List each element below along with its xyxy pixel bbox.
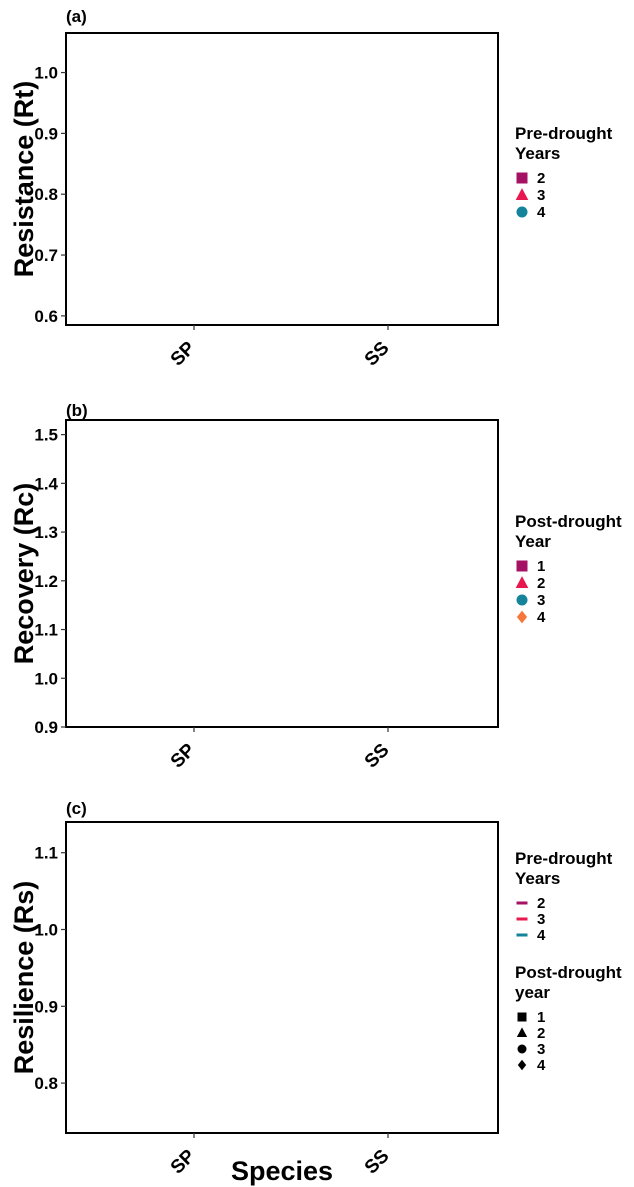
- legend-title: Post-drought: [515, 512, 622, 531]
- plot-frame: [65, 419, 499, 728]
- y-tick-label: 1.3: [34, 523, 58, 542]
- legend-key-triangle: [516, 1027, 528, 1038]
- legend-title: Years: [515, 869, 560, 888]
- legend-key-diamond: [517, 1059, 527, 1071]
- legend-label: 1: [537, 1009, 545, 1026]
- panel-b-recovery: 0.9 1.0 1.1 1.2 1.3 1.4 1.5 SP SS Recovery (Rc) (b…: [9, 401, 622, 772]
- legend-key-triangle: [515, 576, 529, 588]
- x-axis-label: Species: [231, 1156, 333, 1186]
- y-tick-label: 1.0: [34, 669, 58, 688]
- legend-label: 3: [537, 187, 545, 204]
- legend-key-circle: [516, 206, 528, 218]
- y-axis-label: Resistance (Rt): [9, 81, 39, 278]
- y-tick-label: 1.0: [34, 64, 58, 83]
- legend-label: 2: [537, 895, 545, 912]
- legend-label: 3: [537, 592, 545, 609]
- panel-a-resistance: 0.6 0.7 0.8 0.9 1.0 SP SS Resistance (Rt) (a) Pre…: [9, 7, 613, 370]
- legend-label: 3: [537, 1041, 545, 1058]
- y-tick-label: 1.0: [34, 921, 58, 940]
- legend-title: year: [515, 983, 550, 1002]
- y-tick-label: 0.8: [34, 185, 58, 204]
- legend-label: 1: [537, 558, 545, 575]
- legend-label: 4: [537, 609, 546, 626]
- legend-key-triangle: [515, 188, 529, 200]
- legend-label: 4: [537, 927, 546, 944]
- legend-title: Pre-drought: [515, 849, 613, 868]
- y-tick-label: 0.8: [34, 1074, 58, 1093]
- y-tick-label: 1.1: [34, 844, 58, 863]
- legend-label: 2: [537, 1025, 545, 1042]
- plot-frame: [65, 32, 499, 326]
- y-tick-label: 0.9: [34, 997, 58, 1016]
- x-tick-label: SP: [167, 739, 200, 772]
- y-axis-label: Recovery (Rc): [9, 483, 39, 665]
- x-tick-label: SP: [167, 1145, 200, 1178]
- y-tick-label: 1.2: [34, 572, 58, 591]
- legend-label: 3: [537, 911, 545, 928]
- legend-label: 4: [537, 204, 546, 221]
- panel-label: (a): [66, 7, 87, 26]
- legend-key-square: [517, 1012, 527, 1022]
- legend-key-diamond: [516, 610, 528, 624]
- y-axis-label: Resilience (Rs): [9, 881, 39, 1075]
- y-tick-label: 0.7: [34, 246, 58, 265]
- x-tick-label: SS: [361, 338, 394, 371]
- plot-frame: [65, 821, 499, 1134]
- legend-key-circle: [517, 1044, 527, 1054]
- legend-label: 2: [537, 575, 545, 592]
- legend-key-circle: [516, 594, 528, 606]
- panel-c-resilience: 0.8 0.9 1.0 1.1 SP SS Resilience (Rs) Species (c…: [9, 799, 622, 1186]
- y-tick-label: 0.9: [34, 718, 58, 737]
- y-tick-label: 1.4: [34, 474, 58, 493]
- y-tick-label: 1.5: [34, 426, 58, 445]
- panel-label: (c): [66, 799, 87, 818]
- y-tick-label: 0.9: [34, 124, 58, 143]
- legend-label: 4: [537, 1057, 546, 1074]
- y-tick-label: 1.1: [34, 621, 58, 640]
- legend-title: Years: [515, 144, 560, 163]
- legend-key-square: [516, 172, 528, 184]
- panel-label: (b): [66, 401, 88, 420]
- legend-title: Pre-drought: [515, 124, 613, 143]
- y-tick-label: 0.6: [34, 307, 58, 326]
- x-tick-label: SP: [167, 337, 200, 370]
- legend-title: Year: [515, 532, 551, 551]
- legend-key-square: [516, 560, 528, 572]
- legend-label: 2: [537, 170, 545, 187]
- x-tick-label: SS: [361, 740, 394, 773]
- x-tick-label: SS: [361, 1146, 394, 1179]
- legend-title: Post-drought: [515, 963, 622, 982]
